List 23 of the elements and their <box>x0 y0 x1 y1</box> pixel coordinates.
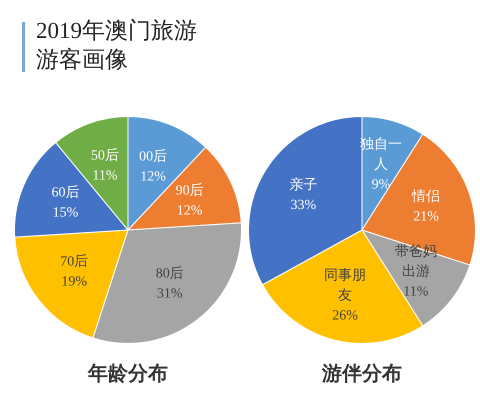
slice-label: 情侣 <box>411 188 440 205</box>
text: 年龄分布 <box>86 362 169 387</box>
slice-label: 50后 <box>90 148 119 164</box>
data-label: 21% <box>413 210 440 225</box>
text: 游伴分布 <box>320 362 403 387</box>
data-label: 9% <box>372 177 391 192</box>
data-label: 26% <box>332 308 358 324</box>
data-label: 15% <box>52 206 79 221</box>
slice-label: 80后 <box>156 265 184 282</box>
slice-label: 00后 <box>139 148 168 164</box>
data-label: 19% <box>61 274 88 290</box>
data-label: 33% <box>290 198 317 214</box>
data-label: 11% <box>403 284 429 300</box>
text: 2019年澳门旅游游客画像 <box>36 17 198 74</box>
data-label: 12% <box>176 204 203 219</box>
slice-label: 亲子 <box>289 177 318 194</box>
data-label: 31% <box>156 286 183 302</box>
slice-label: 60后 <box>52 184 80 201</box>
slice-label: 90后 <box>176 182 204 199</box>
slice-label: 同事朋友 <box>324 268 366 304</box>
slice-label: 70后 <box>60 253 88 270</box>
data-label: 12% <box>140 169 166 184</box>
data-label: 11% <box>92 168 118 184</box>
